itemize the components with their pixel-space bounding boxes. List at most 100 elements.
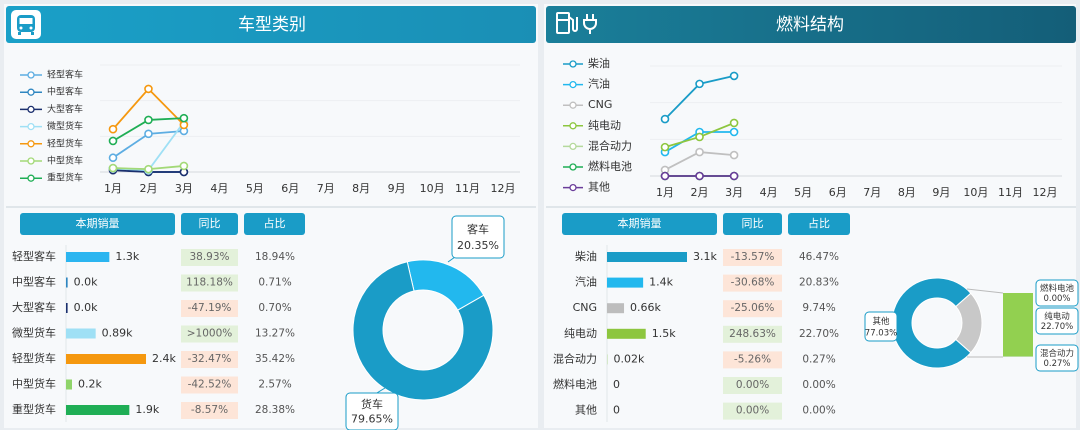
- data-point: [108, 153, 118, 163]
- data-point: [179, 113, 189, 123]
- callout-box: [1035, 307, 1079, 335]
- x-tick-label: 10月: [420, 182, 445, 195]
- legend-label: 微型货车: [47, 120, 83, 132]
- yoy: -8.57%: [191, 404, 228, 416]
- legend-marker: [27, 140, 35, 148]
- data-point: [108, 124, 118, 134]
- yoy: -13.57%: [731, 251, 775, 263]
- share: 0.00%: [802, 379, 835, 391]
- sales-label: 0.89k: [102, 327, 133, 340]
- yoy-cell: [181, 376, 238, 394]
- legend-marker: [27, 71, 35, 79]
- share: 18.94%: [255, 251, 295, 263]
- legend-marker: [569, 142, 577, 151]
- row-name: 中型货车: [12, 377, 56, 391]
- x-tick-label: 6月: [281, 182, 299, 195]
- yoy: 0.00%: [736, 379, 769, 391]
- sales-label: 2.4k: [152, 352, 176, 365]
- table-header-cell: [244, 213, 305, 235]
- yoy: 248.63%: [729, 328, 776, 340]
- yoy: -47.19%: [188, 302, 232, 314]
- right-header: [546, 6, 1076, 43]
- legend-label: 汽油: [588, 77, 610, 91]
- data-point: [179, 120, 189, 130]
- yoy: 0.00%: [736, 405, 769, 417]
- row-name: 纯电动: [564, 327, 597, 340]
- callout-value: 0.27%: [1043, 359, 1070, 369]
- sales-label: 0: [613, 378, 620, 391]
- yoy: -5.26%: [734, 353, 771, 365]
- x-tick-label: 10月: [963, 186, 988, 199]
- data-point: [144, 164, 153, 174]
- sales-label: 0.0k: [74, 276, 98, 289]
- sales-label: 1.4k: [649, 276, 673, 289]
- yoy-cell: [723, 351, 782, 369]
- sales-label: 0.02k: [614, 352, 645, 365]
- data-point: [729, 118, 739, 128]
- data-point: [660, 171, 670, 181]
- legend-label: 轻型客车: [47, 69, 83, 81]
- data-point: [144, 129, 153, 139]
- yoy: -30.68%: [731, 277, 775, 289]
- legend-label: 燃料电池: [588, 159, 632, 173]
- callout-name: 货车: [361, 397, 383, 411]
- x-tick-label: 2月: [139, 182, 157, 195]
- data-point: [660, 142, 670, 152]
- x-tick-label: 3月: [725, 186, 743, 199]
- table-header-cell: [788, 213, 850, 235]
- yoy-cell: [181, 402, 238, 419]
- sales-bar: [66, 252, 110, 262]
- sales-bar: [607, 328, 646, 339]
- table-header-cell: [20, 213, 175, 235]
- sales-label: 0.2k: [78, 378, 102, 391]
- breakout-bar: [1003, 293, 1033, 357]
- table-header-cell: [562, 213, 717, 235]
- yoy-cell: [181, 325, 238, 343]
- row-name: 大型客车: [12, 300, 56, 314]
- x-tick-label: 7月: [317, 182, 335, 195]
- legend-label: 混合动力: [588, 138, 632, 152]
- table-header: 本期销量: [618, 216, 662, 230]
- callout-value: 22.70%: [1041, 322, 1073, 332]
- table-header: 占比: [264, 216, 286, 230]
- legend-label: 大型客车: [47, 103, 83, 115]
- legend-marker: [27, 122, 35, 131]
- panel-title: 燃料结构: [776, 15, 844, 35]
- sales-bar: [66, 277, 68, 288]
- sales-bar: [66, 354, 146, 364]
- share: 20.83%: [799, 277, 839, 289]
- pie-slice: [891, 277, 972, 369]
- legend-marker: [569, 163, 577, 171]
- yoy-cell: [723, 300, 782, 318]
- callout-name: 其他: [872, 316, 890, 327]
- yoy-cell: [723, 377, 782, 394]
- sales-label: 0.66k: [630, 301, 661, 314]
- row-name: 微型货车: [12, 326, 56, 340]
- data-point: [660, 114, 670, 124]
- share: 0.27%: [802, 353, 835, 365]
- sales-label: 3.1k: [693, 250, 717, 263]
- x-tick-label: 4月: [210, 182, 228, 195]
- table-header-cell: [723, 213, 782, 235]
- row-name: 轻型货车: [12, 351, 56, 365]
- row-name: 轻型客车: [12, 249, 56, 263]
- share: 9.74%: [802, 302, 835, 314]
- sales-bar: [607, 354, 608, 365]
- x-tick-label: 11月: [998, 186, 1023, 199]
- x-tick-label: 1月: [104, 182, 122, 195]
- legend-label: 柴油: [588, 56, 610, 70]
- connector: [966, 288, 1004, 294]
- callout-box: [864, 311, 898, 342]
- legend-label: 中型客车: [47, 86, 83, 98]
- legend-label: 轻型货车: [47, 137, 83, 149]
- yoy: >1000%: [187, 328, 233, 340]
- callout-name: 客车: [467, 222, 489, 236]
- yoy: -32.47%: [188, 353, 232, 365]
- legend-label: 中型货车: [47, 155, 83, 167]
- callout-box: [1035, 279, 1079, 307]
- share: 35.42%: [255, 353, 295, 365]
- legend-marker: [27, 105, 35, 114]
- table-header: 占比: [808, 216, 830, 230]
- sales-bar: [607, 252, 687, 262]
- sales-bar: [607, 277, 644, 288]
